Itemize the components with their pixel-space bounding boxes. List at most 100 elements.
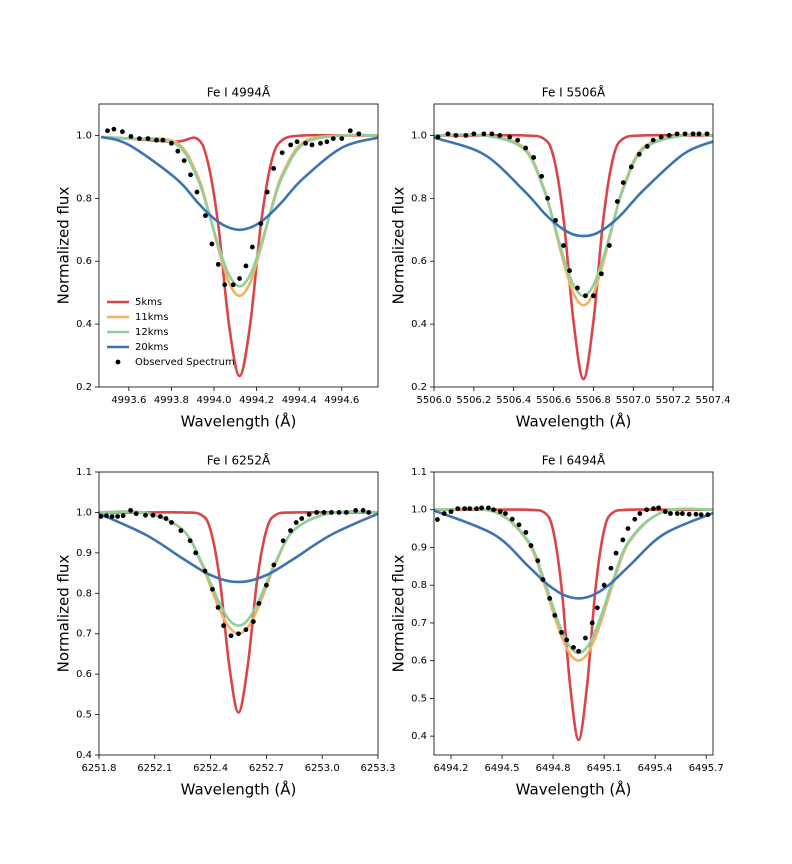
observed-point	[203, 213, 208, 219]
observed-point	[479, 505, 485, 511]
y-tick-label: 0.5	[76, 710, 92, 721]
model-line	[99, 512, 378, 584]
y-axis-label: Normalized flux	[390, 555, 408, 673]
observed-point	[583, 635, 588, 641]
observed-point	[620, 180, 626, 186]
y-tick-label: 1.0	[76, 507, 92, 518]
observed-point	[575, 285, 580, 291]
observed-point	[637, 511, 643, 516]
observed-point	[474, 506, 479, 512]
observed-point	[636, 151, 642, 157]
model-line	[100, 135, 378, 232]
observed-point	[591, 293, 596, 299]
observed-point	[589, 620, 595, 626]
x-tick-label: 6495.4	[638, 763, 673, 774]
observed-point	[445, 131, 451, 137]
y-tick-label: 1.1	[411, 467, 427, 478]
observed-point	[314, 510, 320, 515]
observed-point	[339, 136, 345, 141]
observed-point	[567, 268, 572, 274]
y-tick-label: 0.9	[411, 542, 427, 553]
x-tick-label: 4994.0	[197, 395, 232, 406]
observed-point	[463, 133, 469, 138]
observed-point	[594, 605, 600, 611]
y-tick-label: 0.9	[76, 548, 92, 559]
observed-point	[271, 166, 277, 171]
observed-point	[644, 507, 650, 513]
observed-point	[329, 510, 334, 515]
observed-point	[674, 131, 680, 137]
x-tick-label: 4994.6	[324, 395, 359, 406]
plot-area	[99, 508, 378, 714]
subplot-title: Fe I 6494Å	[542, 453, 606, 468]
x-tick-label: 4994.2	[239, 395, 274, 406]
observed-point	[462, 506, 468, 512]
legend-label: 5kms	[135, 297, 162, 308]
observed-point	[209, 241, 215, 247]
observed-point	[336, 510, 342, 515]
observed-point	[243, 263, 249, 269]
observed-point	[471, 131, 477, 137]
model-line	[434, 133, 713, 298]
observed-point	[104, 513, 109, 519]
observed-point	[515, 137, 521, 143]
axes-frame	[433, 471, 714, 756]
observed-point	[105, 128, 110, 134]
observed-point	[160, 137, 166, 143]
observed-point	[169, 140, 174, 146]
subplot: 6494.2 6494.5 6494.8 6495.1 6495.4 6495.7 0.4 0…	[390, 453, 724, 799]
legend-label: 11kms	[135, 312, 168, 323]
observed-point	[271, 562, 277, 568]
y-axis-label: Normalized flux	[390, 187, 408, 305]
observed-point	[705, 512, 711, 518]
observed-point	[614, 199, 620, 204]
observed-point	[552, 612, 558, 618]
observed-point	[181, 158, 187, 164]
observed-point	[516, 522, 522, 528]
model-line	[101, 133, 378, 288]
observed-point	[651, 506, 656, 512]
model-line	[99, 510, 378, 714]
x-tick-label: 5507.2	[656, 395, 691, 406]
legend: 5kms 11kms 12kms 20kms Observed Spectrum	[107, 297, 235, 368]
y-tick-label: 0.2	[76, 382, 92, 393]
x-tick-label: 5506.0	[417, 395, 452, 406]
x-tick-label: 6253.3	[361, 763, 396, 774]
observed-point	[120, 129, 125, 135]
observed-point	[507, 134, 513, 140]
observed-point	[143, 512, 148, 518]
observed-point	[571, 645, 576, 650]
observed-point	[564, 637, 570, 643]
x-tick-label: 4993.6	[111, 395, 146, 406]
legend-label: Observed Spectrum	[135, 357, 235, 368]
observed-point	[583, 293, 588, 299]
observed-point	[324, 139, 330, 145]
observed-point	[668, 511, 673, 516]
observed-point	[531, 155, 537, 160]
subplot-title: Fe I 4994Å	[207, 85, 271, 100]
model-line	[434, 133, 713, 381]
observed-point	[547, 596, 553, 601]
observed-point	[306, 512, 312, 517]
observed-point	[601, 582, 607, 588]
legend-marker	[115, 359, 121, 365]
observed-point	[280, 538, 286, 544]
x-tick-label: 6494.8	[536, 763, 571, 774]
observed-point	[137, 136, 142, 141]
observed-point	[540, 577, 546, 582]
observed-point	[202, 568, 208, 574]
observed-point	[666, 133, 672, 138]
x-tick-label: 5507.4	[696, 395, 731, 406]
observed-point	[613, 550, 619, 556]
observed-point	[696, 131, 702, 137]
y-tick-label: 0.8	[76, 193, 92, 204]
observed-point	[157, 514, 163, 519]
y-tick-label: 1.0	[411, 505, 427, 516]
observed-point	[467, 506, 473, 512]
observed-point	[318, 140, 323, 146]
observed-point	[128, 133, 134, 139]
model-line	[434, 509, 713, 600]
observed-point	[686, 511, 692, 517]
model-line	[434, 508, 713, 742]
observed-point	[489, 131, 495, 137]
